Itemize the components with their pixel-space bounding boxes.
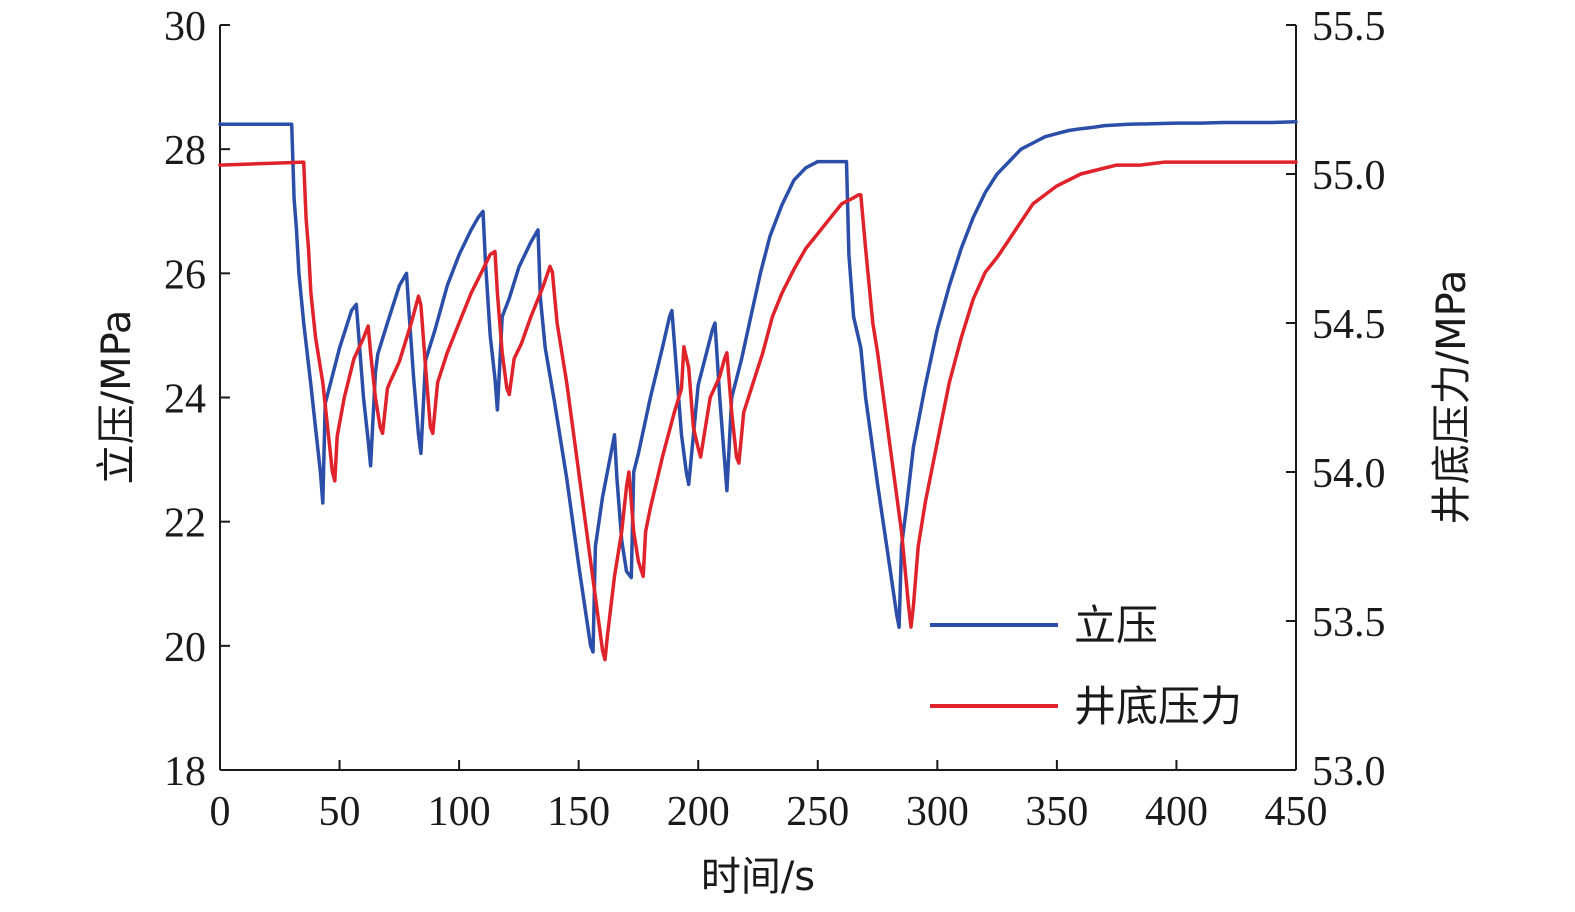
x-tick-label: 150 [547,789,610,835]
left-y-tick-label: 28 [164,128,206,174]
left-y-tick-label: 24 [164,377,206,423]
x-tick-label: 200 [667,789,730,835]
axes [219,25,1297,771]
left-y-axis-title: 立压/MPa [94,310,140,485]
legend: 立压 井底压力 [930,601,1242,731]
left-y-tick-label: 26 [164,252,206,298]
x-tick-label: 250 [786,789,849,835]
left-y-tick-label: 30 [164,4,206,50]
right-y-tick-label: 55.5 [1312,4,1386,50]
x-tick-label: 450 [1265,789,1328,835]
x-tick-label: 0 [210,789,231,835]
left-y-tick-label: 18 [164,749,206,795]
series-line-standpipe-pressure [218,120,1298,654]
series-line-bottomhole-pressure [218,160,1298,662]
series-layer [218,120,1298,662]
x-tick-label: 100 [428,789,491,835]
ticks: 0 50 100 150 200 250 300 350 400 450 18 20 22 24 26 28 3… [164,4,1386,835]
x-tick-label: 350 [1025,789,1088,835]
right-y-tick-label: 55.0 [1312,153,1386,199]
right-y-axis-title: 井底压力/MPa [1429,270,1475,525]
right-y-tick-label: 54.5 [1312,302,1386,348]
right-y-tick-label: 53.5 [1312,600,1386,646]
right-y-tick-label: 54.0 [1312,451,1386,497]
left-y-tick-label: 20 [164,625,206,671]
x-tick-label: 50 [319,789,361,835]
x-axis-title: 时间/s [701,854,815,900]
right-y-tick-label: 53.0 [1312,749,1386,795]
left-y-tick-label: 22 [164,501,206,547]
legend-label-bottomhole: 井底压力 [1074,682,1242,731]
x-tick-label: 400 [1145,789,1208,835]
legend-label-standpipe: 立压 [1074,601,1158,650]
x-tick-label: 300 [906,789,969,835]
